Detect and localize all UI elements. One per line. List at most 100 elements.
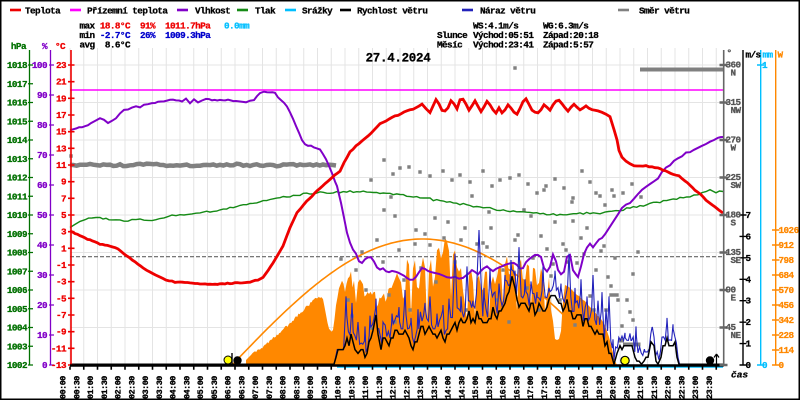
svg-text:1: 1 xyxy=(746,339,752,350)
svg-text:W: W xyxy=(731,143,737,154)
svg-text:01:00: 01:00 xyxy=(86,376,96,399)
svg-text:1009: 1009 xyxy=(7,229,28,240)
svg-text:Náraz větru: Náraz větru xyxy=(480,6,535,17)
svg-text:90: 90 xyxy=(726,285,737,296)
svg-text:360: 360 xyxy=(726,60,742,71)
svg-text:-13: -13 xyxy=(51,360,67,371)
svg-text:18:00: 18:00 xyxy=(554,376,564,399)
svg-text:Západ:5:57: Západ:5:57 xyxy=(543,40,593,51)
svg-text:80: 80 xyxy=(37,120,48,131)
svg-text:23:00: 23:00 xyxy=(691,376,701,399)
svg-text:Východ:05:51: Východ:05:51 xyxy=(473,30,534,41)
svg-text:03:00: 03:00 xyxy=(141,376,151,399)
svg-text:225: 225 xyxy=(726,172,742,183)
svg-text:15: 15 xyxy=(56,127,67,138)
svg-text:12:00: 12:00 xyxy=(389,376,399,399)
svg-text:180: 180 xyxy=(726,210,742,221)
svg-text:9: 9 xyxy=(61,177,67,188)
svg-text:1017: 1017 xyxy=(7,79,27,90)
svg-text:1008: 1008 xyxy=(7,248,28,259)
svg-text:0: 0 xyxy=(42,360,48,371)
svg-text:W: W xyxy=(778,50,784,61)
svg-text:19:00: 19:00 xyxy=(581,376,591,399)
svg-text:23:30: 23:30 xyxy=(705,376,715,399)
svg-text:°: ° xyxy=(727,48,732,59)
svg-text:Směr větru: Směr větru xyxy=(639,6,689,17)
svg-text:14:30: 14:30 xyxy=(457,376,467,399)
svg-text:11:30: 11:30 xyxy=(375,376,385,399)
svg-text:1005: 1005 xyxy=(7,304,28,315)
svg-text:17:00: 17:00 xyxy=(526,376,536,399)
svg-text:1013: 1013 xyxy=(7,154,28,165)
svg-text:03:30: 03:30 xyxy=(155,376,165,399)
svg-text:1016: 1016 xyxy=(7,98,28,109)
svg-text:WG:6.3m/s: WG:6.3m/s xyxy=(543,21,589,32)
svg-text:WS:4.1m/s: WS:4.1m/s xyxy=(473,21,519,32)
svg-text:07:00: 07:00 xyxy=(251,376,261,399)
svg-text:06:30: 06:30 xyxy=(237,376,247,399)
svg-text:20:00: 20:00 xyxy=(609,376,619,399)
svg-text:-2.7°C: -2.7°C xyxy=(100,30,131,41)
svg-text:N: N xyxy=(731,68,736,79)
svg-text:Vlhkost: Vlhkost xyxy=(195,6,230,17)
svg-text:1004: 1004 xyxy=(7,323,28,334)
svg-text:456: 456 xyxy=(779,300,795,311)
svg-text:21:00: 21:00 xyxy=(636,376,646,399)
svg-text:Východ:23:41: Východ:23:41 xyxy=(473,40,534,51)
svg-text:-1: -1 xyxy=(56,260,67,271)
svg-text:čas: čas xyxy=(731,370,748,381)
svg-text:13: 13 xyxy=(56,143,67,154)
svg-text:Teplota: Teplota xyxy=(25,6,61,17)
svg-text:30: 30 xyxy=(37,270,48,281)
svg-text:04:30: 04:30 xyxy=(182,376,192,399)
svg-text:40: 40 xyxy=(37,240,48,251)
svg-text:11: 11 xyxy=(56,160,67,171)
svg-text:228: 228 xyxy=(779,330,795,341)
svg-text:SE: SE xyxy=(731,255,742,266)
svg-text:15:00: 15:00 xyxy=(471,376,481,399)
svg-text:05:30: 05:30 xyxy=(210,376,220,399)
svg-text:5: 5 xyxy=(61,210,67,221)
svg-text:-11: -11 xyxy=(51,343,67,354)
svg-text:12:30: 12:30 xyxy=(402,376,412,399)
svg-text:16:30: 16:30 xyxy=(512,376,522,399)
svg-text:S: S xyxy=(731,218,737,229)
svg-text:1003: 1003 xyxy=(7,341,28,352)
svg-text:0: 0 xyxy=(746,360,752,371)
svg-text:08:30: 08:30 xyxy=(292,376,302,399)
svg-text:60: 60 xyxy=(37,180,48,191)
svg-text:6: 6 xyxy=(746,231,752,242)
svg-text:09:30: 09:30 xyxy=(320,376,330,399)
svg-text:1014: 1014 xyxy=(7,135,28,146)
svg-text:13:00: 13:00 xyxy=(416,376,426,399)
svg-text:3: 3 xyxy=(746,296,752,307)
svg-text:Slunce: Slunce xyxy=(437,30,468,41)
svg-text:max: max xyxy=(80,21,96,32)
svg-text:08:00: 08:00 xyxy=(279,376,289,399)
svg-text:20:30: 20:30 xyxy=(622,376,632,399)
svg-text:NE: NE xyxy=(731,330,742,341)
svg-text:0.0mm: 0.0mm xyxy=(224,21,250,32)
svg-text:70: 70 xyxy=(37,150,48,161)
svg-text:798: 798 xyxy=(779,255,795,266)
svg-text:270: 270 xyxy=(726,135,742,146)
svg-text:10:30: 10:30 xyxy=(347,376,357,399)
svg-text:SW: SW xyxy=(731,180,742,191)
svg-text:09:00: 09:00 xyxy=(306,376,316,399)
svg-text:7: 7 xyxy=(61,193,66,204)
svg-text:2: 2 xyxy=(746,317,752,328)
svg-text:684: 684 xyxy=(779,270,795,281)
svg-text:8.6°C: 8.6°C xyxy=(105,40,131,51)
svg-text:315: 315 xyxy=(726,97,742,108)
svg-text:21: 21 xyxy=(56,77,67,88)
svg-text:-5: -5 xyxy=(56,293,67,304)
svg-text:135: 135 xyxy=(726,247,742,258)
svg-text:1012: 1012 xyxy=(7,173,28,184)
svg-text:23: 23 xyxy=(56,60,67,71)
svg-text:hPa: hPa xyxy=(11,41,27,52)
svg-text:15:30: 15:30 xyxy=(485,376,495,399)
svg-text:10:00: 10:00 xyxy=(334,376,344,399)
svg-text:11:00: 11:00 xyxy=(361,376,371,399)
svg-text:5: 5 xyxy=(746,253,752,264)
svg-text:4: 4 xyxy=(746,274,752,285)
